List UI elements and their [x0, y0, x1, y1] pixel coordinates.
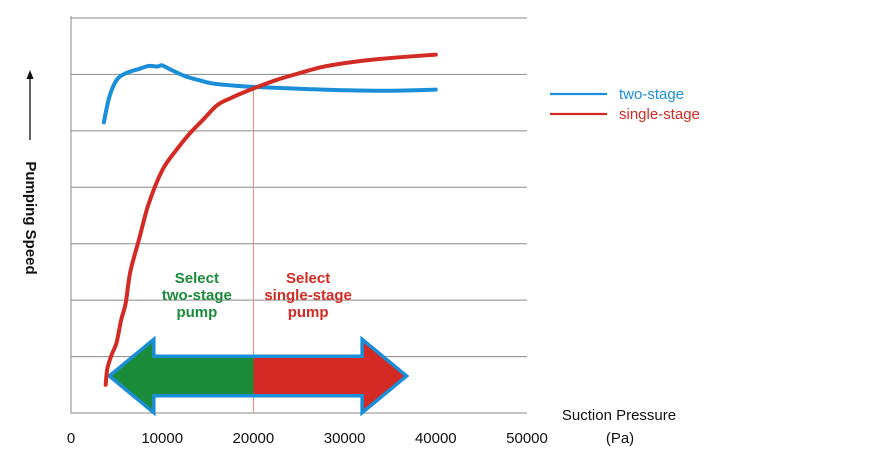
x-tick-label: 40000 — [415, 430, 457, 447]
legend: two-stage single-stage — [550, 86, 700, 123]
y-axis-arrow-head — [26, 70, 34, 79]
region-label-line: single-stage — [264, 287, 352, 304]
axes — [70, 16, 527, 414]
selection-arrow — [106, 335, 410, 417]
x-tick-label: 30000 — [324, 430, 366, 447]
legend-label: single-stage — [619, 106, 700, 123]
single-stage-region-arrow — [253, 343, 404, 409]
x-axis-unit: (Pa) — [606, 430, 634, 447]
region-label-line: Select — [286, 270, 330, 287]
y-axis-label: Pumping Speed — [22, 161, 39, 274]
region-label-line: Select — [175, 270, 219, 287]
x-tick-label: 20000 — [233, 430, 275, 447]
two-stage-region-arrow — [112, 343, 254, 409]
series-line-two-stage — [101, 63, 438, 125]
region-label-line: pump — [288, 304, 329, 321]
region-label-line: two-stage — [162, 287, 232, 304]
region-label-line: pump — [176, 304, 217, 321]
legend-label: two-stage — [619, 86, 684, 103]
region-labels: Selecttwo-stagepumpSelectsingle-stagepum… — [162, 270, 352, 321]
x-tick-labels: 0 10000 20000 30000 40000 50000 — [67, 430, 548, 447]
y-axis-label-group: Pumping Speed — [22, 70, 39, 275]
x-tick-label: 0 — [67, 430, 75, 447]
x-tick-label: 10000 — [141, 430, 183, 447]
series-line-single-stage — [103, 52, 438, 387]
x-axis-label: Suction Pressure — [562, 407, 676, 424]
x-tick-label: 50000 — [506, 430, 548, 447]
